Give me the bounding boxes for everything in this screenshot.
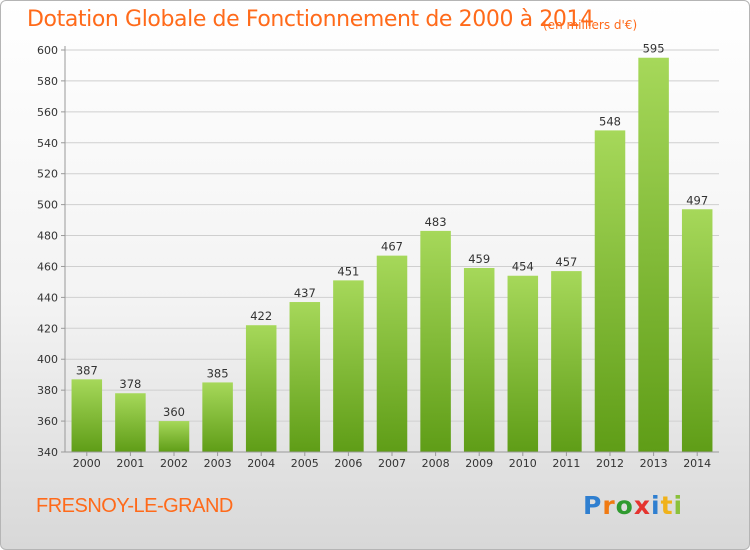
commune-name: FRESNOY-LE-GRAND	[36, 495, 233, 517]
y-tick-label: 360	[37, 415, 58, 428]
x-tick-label: 2005	[291, 457, 319, 470]
logo-letter: i	[673, 491, 684, 520]
bar-value-label: 387	[76, 363, 98, 377]
bar	[245, 325, 277, 452]
y-tick-label: 580	[37, 75, 58, 88]
bar-value-label: 451	[337, 264, 359, 278]
proxiti-logo: Proxiti	[583, 491, 683, 520]
y-tick-label: 420	[37, 322, 58, 335]
bar-value-label: 595	[643, 42, 665, 56]
x-tick-label: 2007	[378, 457, 406, 470]
bar-value-label: 378	[119, 377, 141, 391]
bar	[681, 209, 713, 452]
bar-value-label: 457	[555, 255, 577, 269]
x-tick-label: 2013	[640, 457, 668, 470]
bar-value-label: 459	[468, 252, 490, 266]
bar-value-label: 422	[250, 309, 272, 323]
axes	[64, 46, 719, 453]
x-tick-label: 2011	[552, 457, 580, 470]
bar	[551, 271, 582, 452]
y-tick-label: 400	[37, 353, 58, 366]
x-tick-label: 2004	[247, 457, 275, 470]
x-tick-label: 2010	[509, 457, 537, 470]
bar	[115, 393, 146, 452]
bar-value-label: 385	[207, 366, 229, 380]
y-tick-label: 600	[37, 44, 58, 57]
x-tick-label: 2009	[465, 457, 493, 470]
chart-title: Dotation Globale de Fonctionnement de 20…	[27, 7, 594, 32]
bar	[71, 379, 103, 452]
y-tick-label: 560	[37, 106, 58, 119]
x-axis-ticks: 2000 2001 2002 2003 2004 2005 2006 2007 2008 2009…	[73, 452, 711, 470]
bar	[594, 130, 626, 452]
x-tick-label: 2014	[683, 457, 711, 470]
logo-letter: o	[615, 491, 634, 520]
logo-letter: x	[633, 491, 651, 520]
y-tick-label: 540	[37, 137, 58, 150]
x-tick-label: 2012	[596, 457, 624, 470]
bar-value-label: 360	[163, 405, 185, 419]
bar-value-label: 497	[686, 193, 708, 207]
y-tick-label: 500	[37, 199, 58, 212]
bar	[289, 302, 321, 452]
logo-letter: i	[651, 491, 661, 520]
bar	[638, 57, 669, 452]
bar-value-label: 548	[599, 114, 621, 128]
logo-letter: t	[660, 491, 674, 520]
bar	[158, 421, 190, 452]
y-tick-label: 380	[37, 384, 58, 397]
y-axis-ticks: 340 360 380 400 420 440 460 480 500 520 540 560 580 6…	[37, 44, 65, 459]
x-tick-label: 2002	[160, 457, 188, 470]
logo-letter: r	[602, 491, 616, 520]
x-tick-label: 2000	[73, 457, 101, 470]
x-tick-label: 2001	[116, 457, 144, 470]
bars: 387 378 360 385 422 437 451 467 483 459 454 457 548 5…	[71, 42, 713, 452]
x-tick-label: 2003	[204, 457, 232, 470]
bar	[507, 275, 539, 452]
bar	[420, 230, 451, 452]
bar	[202, 382, 233, 452]
y-tick-label: 440	[37, 291, 58, 304]
bar-value-label: 467	[381, 240, 403, 254]
bar-value-label: 454	[512, 260, 534, 274]
x-tick-label: 2008	[422, 457, 450, 470]
logo-letter: P	[583, 491, 603, 520]
y-tick-label: 480	[37, 230, 58, 243]
bar-value-label: 437	[294, 286, 316, 300]
bar	[333, 280, 364, 452]
bar-value-label: 483	[425, 215, 447, 229]
y-tick-label: 340	[37, 446, 58, 459]
chart-unit: (en milliers d'€)	[543, 18, 638, 32]
bar	[463, 268, 495, 452]
x-tick-label: 2006	[334, 457, 362, 470]
y-tick-label: 520	[37, 168, 58, 181]
bar	[376, 255, 408, 452]
y-tick-label: 460	[37, 260, 58, 273]
